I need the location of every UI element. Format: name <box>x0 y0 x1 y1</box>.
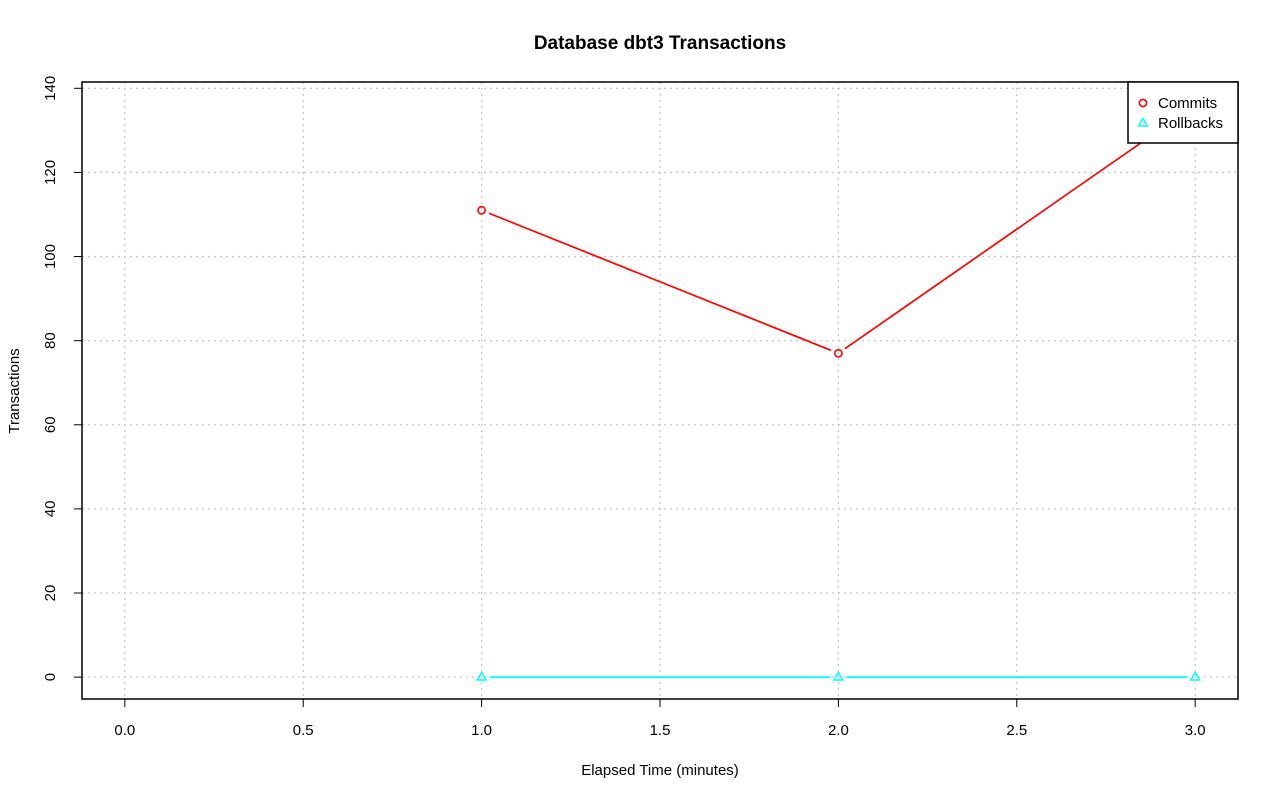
y-tick-label: 40 <box>42 501 59 518</box>
legend-label-commits: Commits <box>1158 95 1217 112</box>
x-tick-label: 2.0 <box>828 722 849 739</box>
series-commits <box>477 100 1200 358</box>
x-tick-label: 0.0 <box>114 722 135 739</box>
series-rollbacks <box>475 671 1201 681</box>
x-tick-label: 1.5 <box>650 722 671 739</box>
chart-title: Database dbt3 Transactions <box>534 33 786 54</box>
rollbacks-point <box>475 671 488 681</box>
y-tick-label: 60 <box>42 416 59 433</box>
rollbacks-point <box>1189 671 1201 681</box>
legend-marker-rollbacks <box>1137 116 1149 127</box>
x-tick-label: 3.0 <box>1185 722 1206 739</box>
y-axis-label: Transactions <box>6 348 23 433</box>
rollbacks-point <box>832 671 845 681</box>
x-axis-label: Elapsed Time (minutes) <box>581 762 739 779</box>
commits-line-segment <box>844 109 1190 350</box>
series-layer <box>475 100 1201 681</box>
commits-point <box>477 205 487 215</box>
y-tick-label: 140 <box>42 76 59 101</box>
legend-marker-commits <box>1138 98 1148 108</box>
commits-point <box>833 348 843 358</box>
y-tick-label: 100 <box>42 244 59 269</box>
legend: Commits Rollbacks <box>1127 81 1239 144</box>
x-tick-label: 1.0 <box>471 722 492 739</box>
plot-frame <box>81 81 1239 700</box>
y-tick-label: 20 <box>42 585 59 602</box>
legend-label-rollbacks: Rollbacks <box>1158 115 1223 132</box>
grid-layer <box>82 82 1238 699</box>
x-tick-label: 2.5 <box>1006 722 1027 739</box>
y-tick-label: 120 <box>42 160 59 185</box>
legend-box <box>1127 81 1239 144</box>
x-tick-label: 0.5 <box>293 722 314 739</box>
commits-line-segment <box>488 212 832 352</box>
axes-layer: 0.0 0.5 1.0 1.5 2.0 2.5 3.0 0 20 40 60 80 100 120 140 <box>42 76 1206 739</box>
y-tick-label: 80 <box>42 332 59 349</box>
y-tick-label: 0 <box>42 673 59 681</box>
